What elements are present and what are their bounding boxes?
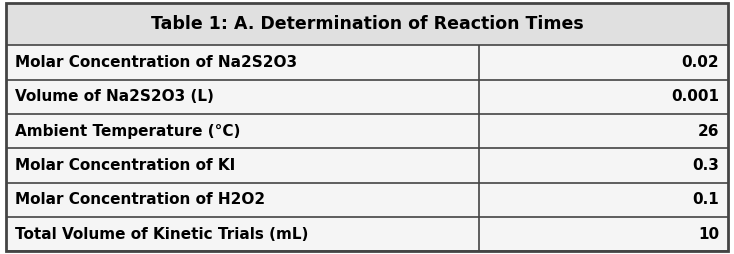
Bar bbox=[479, 217, 728, 251]
Bar bbox=[6, 183, 479, 217]
Bar bbox=[6, 45, 479, 80]
Text: Molar Concentration of KI: Molar Concentration of KI bbox=[15, 158, 235, 173]
Text: Ambient Temperature (°C): Ambient Temperature (°C) bbox=[15, 124, 240, 139]
Text: 0.3: 0.3 bbox=[692, 158, 719, 173]
Text: 0.1: 0.1 bbox=[693, 193, 719, 208]
Bar bbox=[479, 80, 728, 114]
Bar bbox=[6, 114, 479, 148]
Bar bbox=[479, 183, 728, 217]
Bar bbox=[479, 45, 728, 80]
Text: Molar Concentration of H2O2: Molar Concentration of H2O2 bbox=[15, 193, 265, 208]
Text: Volume of Na2S2O3 (L): Volume of Na2S2O3 (L) bbox=[15, 89, 214, 104]
Bar bbox=[6, 80, 479, 114]
Bar bbox=[6, 217, 479, 251]
Text: 0.02: 0.02 bbox=[682, 55, 719, 70]
Bar bbox=[479, 114, 728, 148]
Text: 10: 10 bbox=[698, 227, 719, 242]
Text: 0.001: 0.001 bbox=[672, 89, 719, 104]
Bar bbox=[6, 3, 728, 45]
Bar bbox=[6, 148, 479, 183]
Text: Total Volume of Kinetic Trials (mL): Total Volume of Kinetic Trials (mL) bbox=[15, 227, 308, 242]
Text: 26: 26 bbox=[698, 124, 719, 139]
Text: Molar Concentration of Na2S2O3: Molar Concentration of Na2S2O3 bbox=[15, 55, 297, 70]
Text: Table 1: A. Determination of Reaction Times: Table 1: A. Determination of Reaction Ti… bbox=[150, 15, 584, 33]
Bar bbox=[479, 148, 728, 183]
